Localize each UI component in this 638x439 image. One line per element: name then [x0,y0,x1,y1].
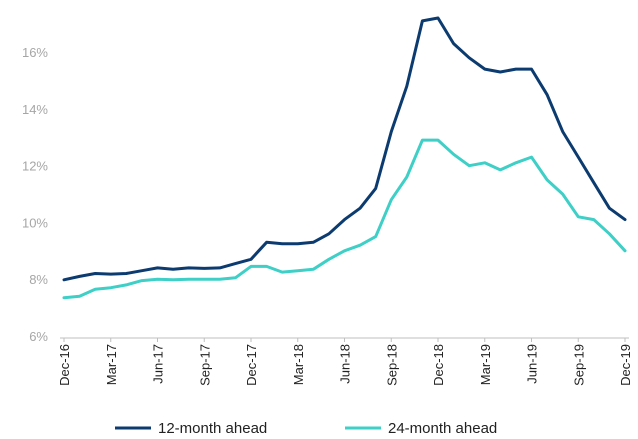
y-tick-label: 12% [22,159,48,174]
x-tick-label: Mar-17 [104,344,119,385]
x-tick-label: Sep-17 [197,344,212,386]
x-tick-label: Dec-16 [57,344,72,386]
y-tick-label: 16% [22,45,48,60]
series-line [62,16,627,282]
x-tick-label: Sep-18 [384,344,399,386]
x-tick-label: Dec-17 [244,344,259,386]
y-tick-label: 14% [22,102,48,117]
x-tick-label: Mar-19 [478,344,493,385]
x-tick-label: Jun-17 [151,344,166,384]
series-line [62,138,627,300]
x-tick-label: Sep-19 [571,344,586,386]
y-tick-label: 6% [29,329,48,344]
x-tick-label: Dec-18 [431,344,446,386]
y-tick-label: 10% [22,215,48,230]
x-tick-label: Mar-18 [291,344,306,385]
x-tick-label: Jun-19 [525,344,540,384]
x-tick-label: Jun-18 [338,344,353,384]
y-tick-label: 8% [29,272,48,287]
legend-label: 12-month ahead [158,420,267,437]
legend-label: 24-month ahead [388,420,497,437]
x-tick-label: Dec-19 [618,344,633,386]
